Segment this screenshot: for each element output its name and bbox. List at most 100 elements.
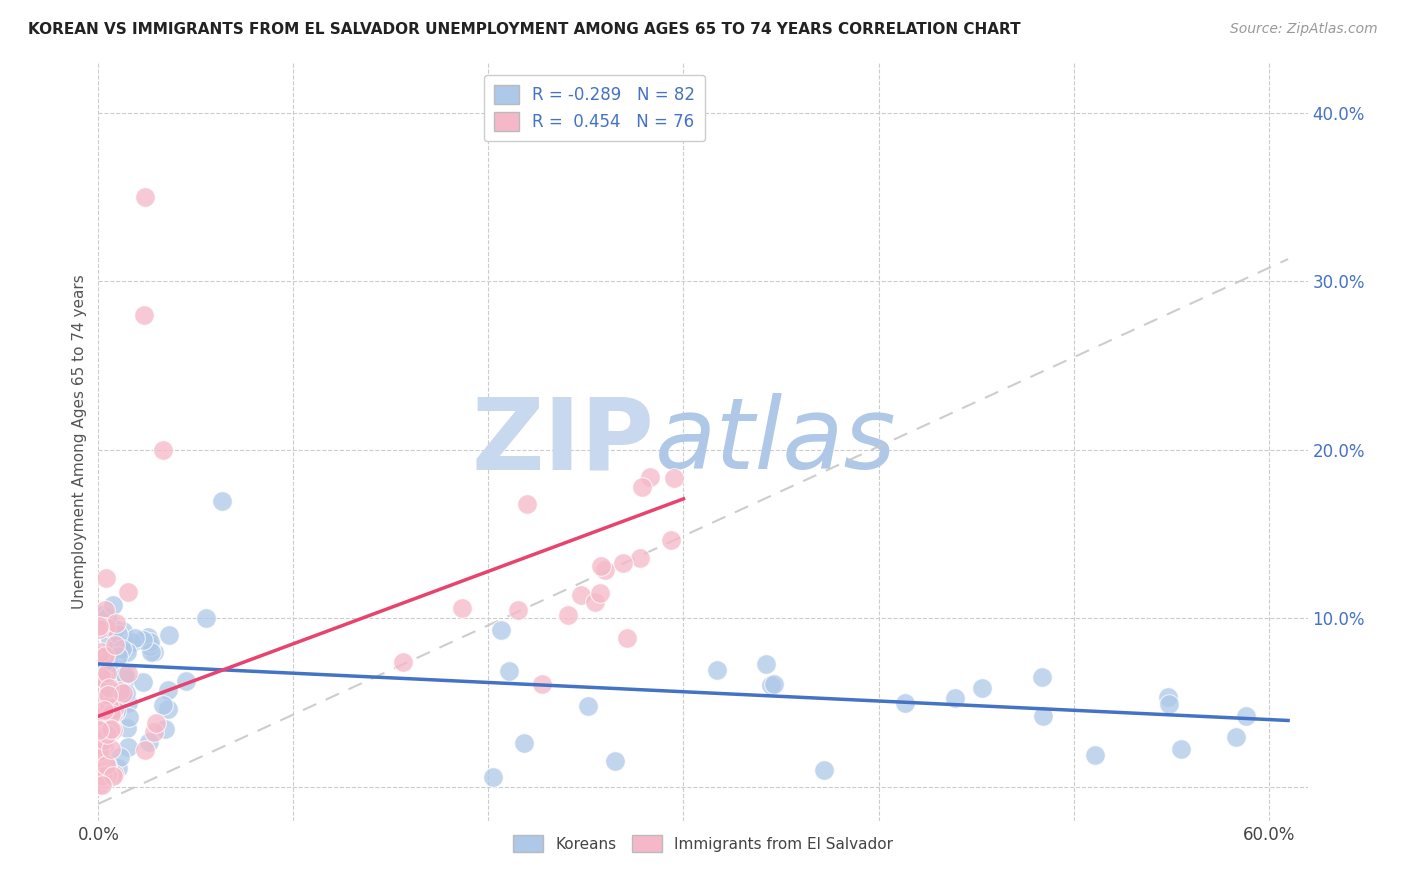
Point — [638, 470, 661, 484]
Point — [759, 678, 782, 692]
Point — [93, 703, 115, 717]
Point — [107, 649, 129, 664]
Point — [117, 666, 139, 681]
Point — [103, 642, 125, 657]
Point — [98, 723, 121, 738]
Point — [134, 308, 156, 322]
Point — [569, 588, 592, 602]
Point — [90, 669, 112, 683]
Point — [101, 723, 124, 737]
Point — [94, 681, 117, 695]
Point — [97, 656, 120, 670]
Point — [662, 471, 685, 485]
Point — [117, 585, 139, 599]
Point — [139, 635, 162, 649]
Point — [93, 649, 115, 664]
Point — [93, 672, 115, 686]
Point — [153, 723, 176, 737]
Point — [89, 691, 111, 706]
Point — [616, 631, 638, 645]
Point — [134, 743, 156, 757]
Point — [813, 764, 835, 778]
Point — [117, 696, 139, 710]
Point — [101, 706, 124, 721]
Point — [110, 750, 132, 764]
Point — [90, 709, 112, 723]
Point — [105, 704, 128, 718]
Point — [943, 691, 966, 706]
Point — [1225, 731, 1247, 745]
Point — [90, 709, 112, 723]
Point — [96, 699, 118, 714]
Point — [513, 736, 536, 750]
Point — [96, 768, 118, 782]
Point — [1031, 670, 1053, 684]
Point — [118, 709, 141, 723]
Point — [576, 698, 599, 713]
Point — [96, 723, 118, 738]
Point — [100, 706, 122, 721]
Point — [157, 682, 180, 697]
Point — [136, 631, 159, 645]
Point — [87, 778, 110, 792]
Point — [132, 633, 155, 648]
Point — [631, 480, 654, 494]
Point — [100, 741, 122, 756]
Point — [506, 603, 529, 617]
Point — [152, 442, 174, 457]
Point — [124, 631, 146, 645]
Point — [134, 190, 156, 204]
Point — [97, 698, 120, 712]
Point — [104, 638, 127, 652]
Point — [156, 702, 179, 716]
Point — [451, 601, 474, 615]
Point — [108, 669, 131, 683]
Point — [145, 715, 167, 730]
Point — [96, 665, 118, 680]
Point — [94, 725, 117, 739]
Point — [589, 558, 612, 573]
Point — [595, 563, 617, 577]
Point — [90, 778, 112, 792]
Point — [174, 673, 197, 688]
Point — [105, 615, 128, 630]
Point — [482, 770, 505, 784]
Point — [603, 754, 626, 768]
Point — [91, 665, 114, 680]
Point — [1170, 742, 1192, 756]
Point — [117, 637, 139, 651]
Point — [96, 610, 118, 624]
Point — [93, 769, 115, 783]
Point — [762, 677, 785, 691]
Point — [96, 727, 118, 741]
Point — [89, 737, 111, 751]
Point — [101, 598, 124, 612]
Point — [87, 623, 110, 637]
Point — [91, 657, 114, 671]
Point — [96, 571, 118, 585]
Text: KOREAN VS IMMIGRANTS FROM EL SALVADOR UNEMPLOYMENT AMONG AGES 65 TO 74 YEARS COR: KOREAN VS IMMIGRANTS FROM EL SALVADOR UN… — [28, 22, 1021, 37]
Point — [706, 663, 728, 677]
Point — [115, 640, 138, 655]
Point — [659, 533, 682, 547]
Point — [96, 664, 118, 678]
Point — [970, 681, 993, 695]
Point — [142, 724, 165, 739]
Point — [138, 735, 160, 749]
Point — [489, 623, 512, 637]
Point — [211, 493, 233, 508]
Point — [612, 556, 634, 570]
Point — [94, 758, 117, 772]
Point — [97, 766, 120, 780]
Point — [110, 684, 132, 698]
Point — [516, 497, 538, 511]
Y-axis label: Unemployment Among Ages 65 to 74 years: Unemployment Among Ages 65 to 74 years — [72, 274, 87, 609]
Point — [1234, 709, 1257, 723]
Point — [111, 685, 134, 699]
Point — [112, 624, 135, 638]
Point — [97, 712, 120, 726]
Point — [115, 645, 138, 659]
Point — [94, 603, 117, 617]
Point — [94, 620, 117, 634]
Text: Source: ZipAtlas.com: Source: ZipAtlas.com — [1230, 22, 1378, 37]
